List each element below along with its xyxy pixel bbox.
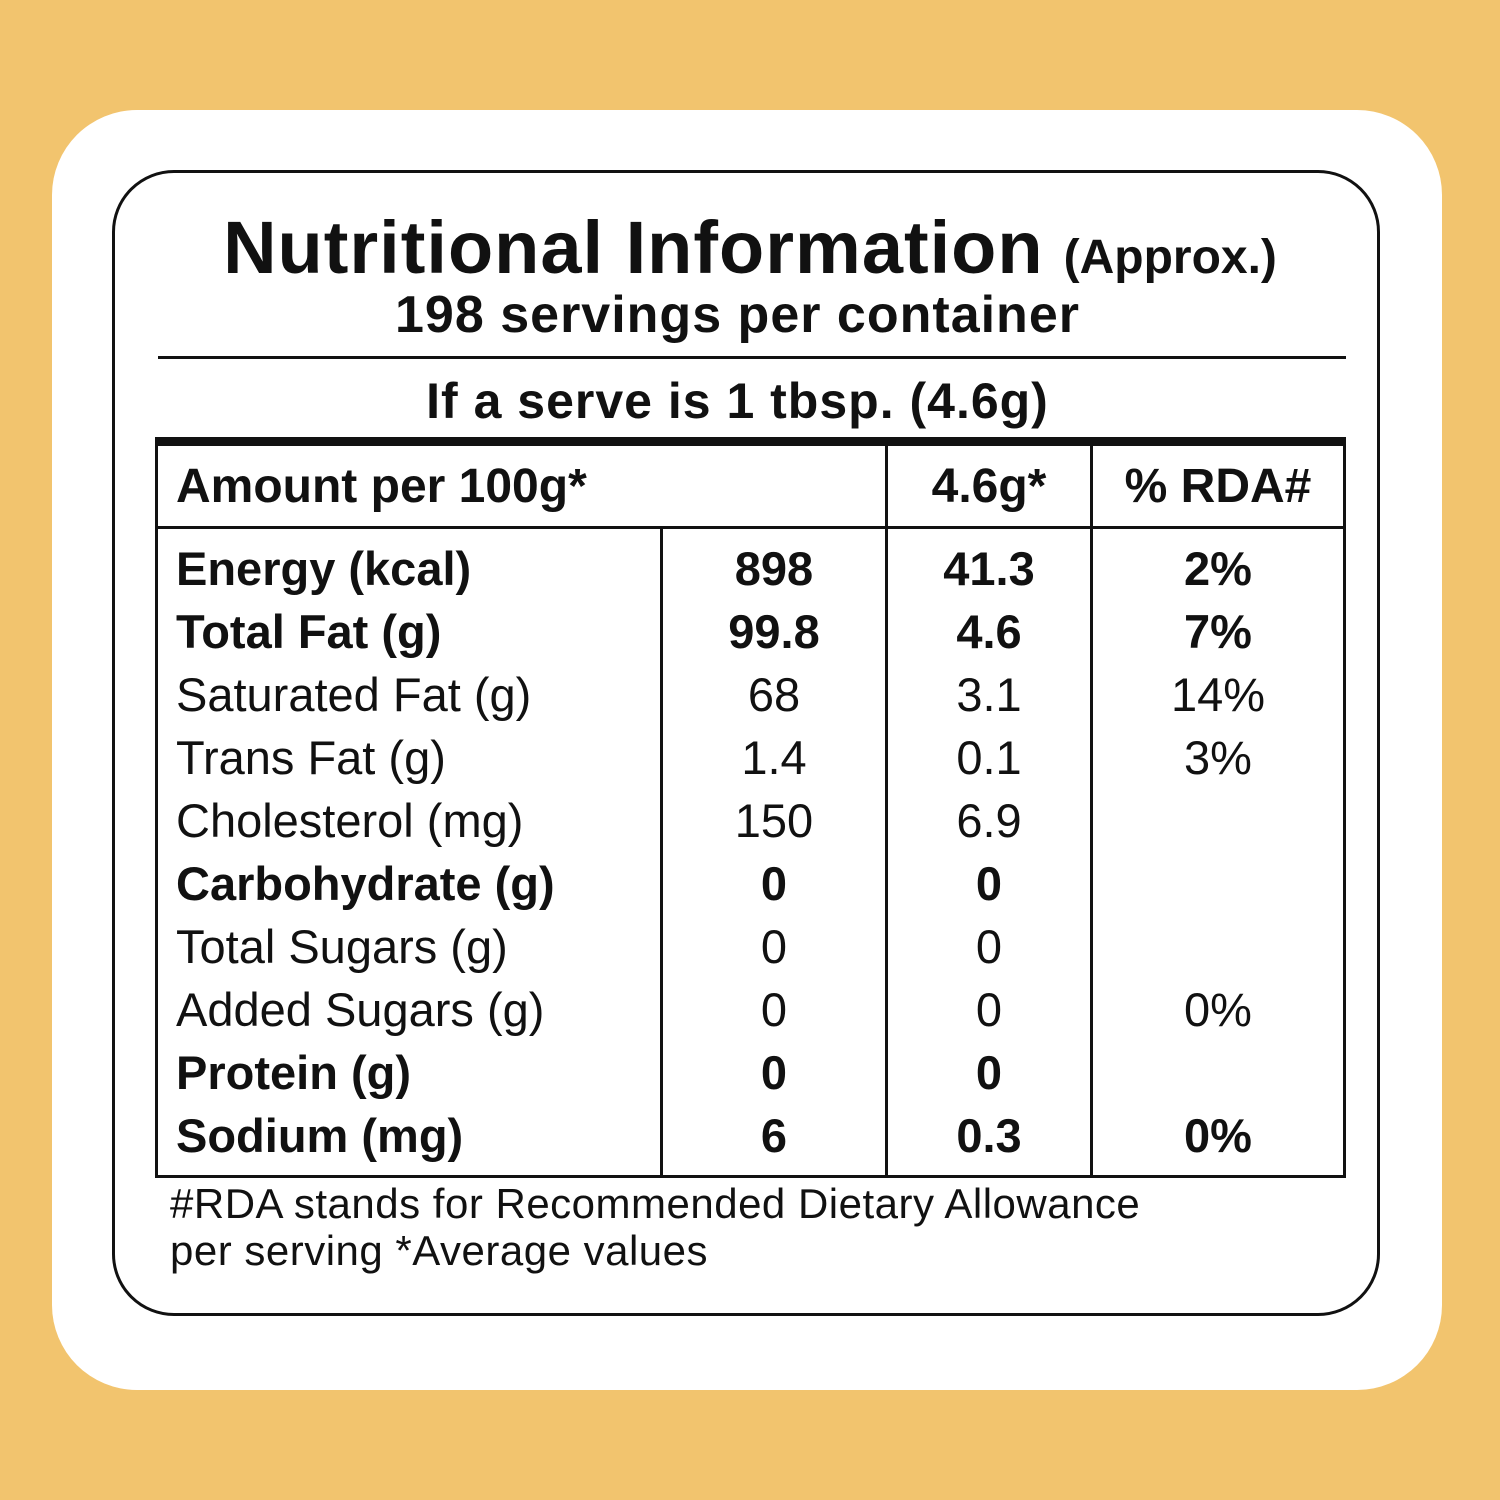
nutrient-value: 4.6: [885, 600, 1093, 663]
nutrition-table: Amount per 100g* 4.6g* % RDA# Energy (kc…: [155, 437, 1346, 1178]
nutrient-value: 0: [885, 1041, 1093, 1104]
title-row: Nutritional Information (Approx.): [0, 205, 1500, 290]
nutrient-name: Total Fat (g): [155, 600, 663, 663]
nutrient-value: [1090, 915, 1346, 978]
footnote-line: per serving *Average values: [170, 1227, 709, 1274]
nutrient-name: Added Sugars (g): [155, 978, 663, 1041]
nutrient-name: Energy (kcal): [155, 527, 663, 600]
table-body: Energy (kcal) 898 41.3 2% Total Fat (g) 99.8 4…: [155, 527, 1346, 1178]
nutrient-value: 0: [660, 1041, 888, 1104]
nutrient-value: 3.1: [885, 663, 1093, 726]
nutrient-value: 1.4: [660, 726, 888, 789]
table-head: Amount per 100g* 4.6g* % RDA#: [155, 437, 1346, 529]
footnote-line: #RDA stands for Recommended Dietary Allo…: [170, 1180, 1141, 1227]
nutrient-value: 0: [885, 978, 1093, 1041]
table-row: Sodium (mg) 6 0.3 0%: [155, 1104, 1346, 1178]
nutrient-value: 150: [660, 789, 888, 852]
serve-size: If a serve is 1 tbsp. (4.6g): [426, 373, 1049, 429]
header-cell: % RDA#: [1090, 437, 1346, 529]
table-row: Protein (g) 0 0: [155, 1041, 1346, 1104]
nutrient-value: 0.1: [885, 726, 1093, 789]
divider: [158, 356, 1346, 359]
nutrient-value: 0%: [1090, 978, 1346, 1041]
servings: 198 servings per container: [395, 286, 1080, 344]
nutrient-value: 6.9: [885, 789, 1093, 852]
header-cell: 4.6g*: [885, 437, 1093, 529]
label-frame: [112, 170, 1380, 1316]
nutrient-value: [1090, 852, 1346, 915]
table-row: Trans Fat (g) 1.4 0.1 3%: [155, 726, 1346, 789]
nutrient-value: 14%: [1090, 663, 1346, 726]
table-row: Cholesterol (mg) 150 6.9: [155, 789, 1346, 852]
nutrient-name: Carbohydrate (g): [155, 852, 663, 915]
nutrient-name: Trans Fat (g): [155, 726, 663, 789]
nutrient-value: 898: [660, 527, 888, 600]
nutrient-name: Saturated Fat (g): [155, 663, 663, 726]
nutrient-value: 0%: [1090, 1104, 1346, 1178]
header-cell: Amount per 100g*: [155, 437, 888, 529]
title-qualifier: (Approx.): [1063, 231, 1277, 284]
table-row: Added Sugars (g) 0 0 0%: [155, 978, 1346, 1041]
footnote: #RDA stands for Recommended Dietary Allo…: [170, 1180, 1140, 1274]
nutrient-value: 0: [660, 915, 888, 978]
table-row: Energy (kcal) 898 41.3 2%: [155, 527, 1346, 600]
nutrient-value: [1090, 1041, 1346, 1104]
table-row: Total Sugars (g) 0 0: [155, 915, 1346, 978]
nutrient-value: [1090, 789, 1346, 852]
nutrient-value: 3%: [1090, 726, 1346, 789]
header-row: Amount per 100g* 4.6g* % RDA#: [155, 437, 1346, 529]
nutrient-value: 6: [660, 1104, 888, 1178]
table-row: Total Fat (g) 99.8 4.6 7%: [155, 600, 1346, 663]
nutrient-name: Total Sugars (g): [155, 915, 663, 978]
nutrient-value: 0: [885, 852, 1093, 915]
nutrient-value: 0: [660, 978, 888, 1041]
nutrient-value: 7%: [1090, 600, 1346, 663]
nutrient-name: Sodium (mg): [155, 1104, 663, 1178]
nutrient-name: Protein (g): [155, 1041, 663, 1104]
nutrient-value: 0.3: [885, 1104, 1093, 1178]
nutrient-value: 99.8: [660, 600, 888, 663]
nutrient-value: 68: [660, 663, 888, 726]
table-row: Carbohydrate (g) 0 0: [155, 852, 1346, 915]
nutrient-value: 41.3: [885, 527, 1093, 600]
nutrient-value: 0: [660, 852, 888, 915]
nutrient-value: 0: [885, 915, 1093, 978]
nutrient-name: Cholesterol (mg): [155, 789, 663, 852]
table-row: Saturated Fat (g) 68 3.1 14%: [155, 663, 1346, 726]
nutrient-value: 2%: [1090, 527, 1346, 600]
title: Nutritional Information: [223, 206, 1044, 289]
